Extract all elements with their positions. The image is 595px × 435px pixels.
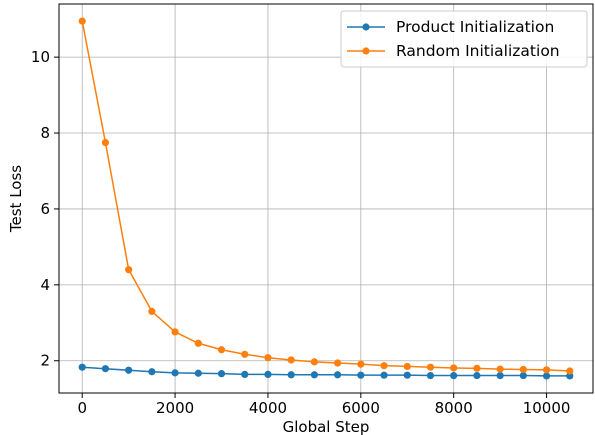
ticks: 0 2000 4000 6000 8000 10000 2 4 6 8 10: [31, 48, 571, 417]
legend-label-random: Random Initialization: [396, 42, 560, 60]
data-point: [426, 371, 435, 380]
data-point: [519, 371, 527, 380]
data-point: [194, 339, 202, 347]
data-point: [310, 371, 318, 379]
series-line-1: [81, 20, 570, 372]
data-point: [125, 366, 133, 374]
data-point: [125, 266, 133, 274]
data-point: [148, 307, 156, 316]
legend-marker-random: [362, 47, 370, 55]
data-point: [287, 371, 295, 379]
data-point: [403, 371, 411, 379]
legend-label-product: Product Initialization: [396, 18, 554, 36]
x-tick-label: 10000: [523, 399, 571, 417]
y-tick-label: 8: [40, 124, 50, 142]
data-point: [496, 365, 504, 373]
axes: [58, 3, 594, 394]
y-tick-label: 10: [31, 48, 50, 66]
series-line-0: [82, 366, 570, 377]
data-point: [566, 367, 574, 375]
data-point: [542, 372, 551, 380]
data-point: [171, 328, 179, 336]
data-point: [450, 371, 458, 380]
y-axis-label: Test Loss: [7, 165, 25, 233]
data-point: [380, 362, 388, 370]
grid-lines: [59, 4, 593, 393]
data-point: [241, 370, 249, 379]
data-point: [217, 346, 226, 354]
data-point: [519, 365, 527, 374]
legend-entry-random: Random Initialization: [347, 42, 560, 60]
data-point: [473, 364, 481, 372]
data-point: [264, 370, 272, 379]
data-point: [78, 17, 86, 25]
data-point: [426, 363, 435, 371]
data-point: [334, 359, 342, 367]
data-point: [78, 363, 86, 371]
x-tick-label: 8000: [435, 399, 473, 417]
legend: Product Initialization Random Initializa…: [340, 10, 588, 68]
data-point: [241, 350, 249, 358]
data-point: [148, 368, 156, 376]
data-point: [264, 354, 272, 362]
plot-area-frame: [58, 3, 594, 394]
x-tick-label: 0: [77, 399, 87, 417]
data-point: [194, 369, 202, 377]
data-point: [496, 371, 504, 380]
y-tick-label: 6: [40, 200, 50, 218]
y-tick-label: 4: [40, 276, 50, 294]
data-point: [171, 369, 179, 377]
data-point: [473, 371, 481, 380]
data-point: [357, 371, 365, 379]
data-point: [287, 356, 295, 364]
data-point: [542, 366, 551, 374]
data-point: [217, 370, 226, 378]
x-tick-label: 6000: [342, 399, 380, 417]
data-point: [566, 372, 574, 380]
legend-entry-product: Product Initialization: [347, 18, 554, 36]
x-tick-label: 4000: [249, 399, 287, 417]
series-layer: [78, 17, 574, 380]
data-point: [310, 358, 318, 366]
y-tick-label: 2: [40, 352, 50, 370]
data-point: [101, 365, 110, 373]
x-axis-label: Global Step: [283, 418, 370, 435]
x-tick-label: 2000: [156, 399, 194, 417]
data-point: [334, 371, 342, 379]
legend-marker-product: [362, 23, 370, 31]
data-point: [380, 371, 388, 379]
legend-box: [340, 10, 588, 68]
data-point: [450, 364, 458, 372]
data-point: [357, 360, 365, 368]
data-point: [101, 138, 110, 147]
data-point: [403, 362, 411, 371]
